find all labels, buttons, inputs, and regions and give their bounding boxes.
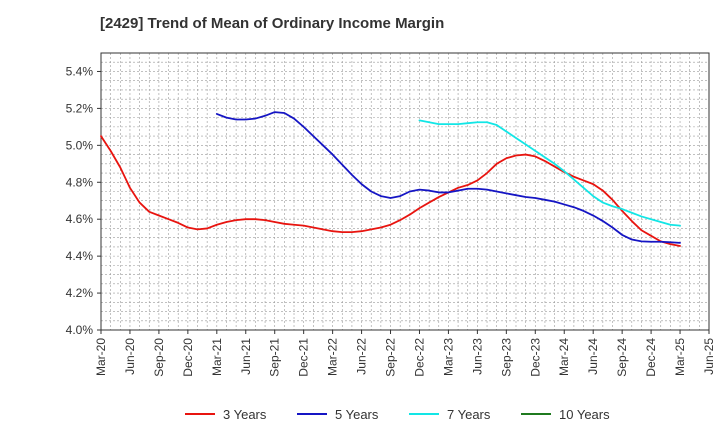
x-tick-label: Dec-20 bbox=[181, 338, 195, 377]
x-tick-label: Jun-24 bbox=[586, 338, 600, 375]
y-tick-label: 4.8% bbox=[66, 175, 94, 189]
x-tick-label: Sep-20 bbox=[152, 338, 166, 377]
x-tick-label: Sep-24 bbox=[615, 338, 629, 377]
legend-label-5-years: 5 Years bbox=[335, 407, 379, 422]
x-tick-label: Jun-23 bbox=[470, 338, 484, 375]
chart-title: [2429] Trend of Mean of Ordinary Income … bbox=[100, 15, 445, 32]
x-tick-label: Mar-21 bbox=[210, 338, 224, 376]
y-tick-label: 4.0% bbox=[66, 323, 94, 337]
y-tick-label: 4.4% bbox=[66, 249, 94, 263]
x-tick-label: Sep-22 bbox=[384, 338, 398, 377]
x-axis-ticks: Mar-20 Jun-20 Sep-20 Dec-20 Mar-21 Jun-21 Sep-… bbox=[94, 330, 716, 377]
legend-label-7-years: 7 Years bbox=[447, 407, 491, 422]
legend-label-10-years: 10 Years bbox=[559, 407, 610, 422]
x-tick-label: Dec-21 bbox=[297, 338, 311, 377]
series-line-3-years bbox=[100, 135, 681, 247]
y-tick-label: 4.2% bbox=[66, 286, 94, 300]
x-tick-label: Sep-21 bbox=[268, 338, 282, 377]
y-tick-label: 5.0% bbox=[66, 138, 94, 152]
grid-lines bbox=[101, 53, 709, 330]
x-tick-label: Jun-22 bbox=[355, 338, 369, 375]
y-tick-label: 4.6% bbox=[66, 212, 94, 226]
y-tick-label: 5.4% bbox=[66, 64, 94, 78]
x-tick-label: Mar-25 bbox=[673, 338, 687, 376]
x-tick-label: Dec-22 bbox=[412, 338, 426, 377]
x-tick-label: Jun-25 bbox=[702, 338, 716, 375]
x-tick-label: Dec-23 bbox=[528, 338, 542, 377]
x-tick-label: Mar-23 bbox=[441, 338, 455, 376]
plot-frame bbox=[100, 52, 710, 331]
x-tick-label: Mar-22 bbox=[326, 338, 340, 376]
x-tick-label: Mar-24 bbox=[557, 338, 571, 376]
legend: 3 Years 5 Years 7 Years 10 Years bbox=[185, 407, 610, 422]
series-line-7-years bbox=[418, 119, 681, 227]
series-line-5-years bbox=[215, 111, 681, 244]
y-tick-label: 5.2% bbox=[66, 101, 94, 115]
series-lines bbox=[100, 111, 681, 247]
legend-label-3-years: 3 Years bbox=[223, 407, 267, 422]
x-tick-label: Mar-20 bbox=[94, 338, 108, 376]
y-axis-ticks: 4.0% 4.2% 4.4% 4.6% 4.8% 5.0% 5.2% 5.4% bbox=[66, 64, 101, 337]
x-tick-label: Sep-23 bbox=[499, 338, 513, 377]
x-tick-label: Jun-20 bbox=[123, 338, 137, 375]
x-tick-label: Jun-21 bbox=[239, 338, 253, 375]
x-tick-label: Dec-24 bbox=[644, 338, 658, 377]
